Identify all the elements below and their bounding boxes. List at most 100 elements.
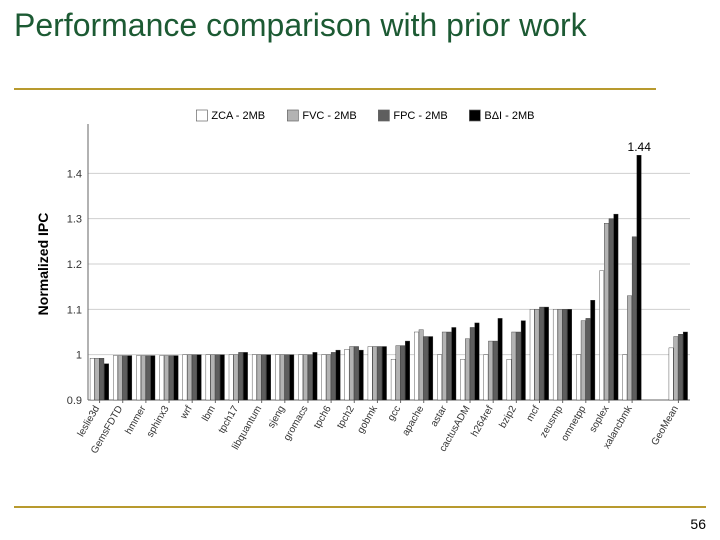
bar xyxy=(484,355,488,400)
bar xyxy=(298,355,302,400)
bar xyxy=(373,347,377,400)
bar xyxy=(632,237,636,400)
bar xyxy=(354,347,358,400)
x-category-label: lbm xyxy=(200,404,218,423)
x-category-label: sjeng xyxy=(266,404,287,430)
bar xyxy=(405,341,409,400)
bar xyxy=(336,350,340,400)
svg-text:0.9: 0.9 xyxy=(67,395,82,407)
x-category-label: gcc xyxy=(386,404,403,423)
bar xyxy=(104,364,108,400)
bar xyxy=(113,356,117,400)
x-category-label: sphinx3 xyxy=(145,404,172,440)
bar xyxy=(368,347,372,400)
bar xyxy=(262,355,266,400)
bar xyxy=(141,356,145,400)
bar xyxy=(488,341,492,400)
bar xyxy=(331,352,335,400)
bar xyxy=(683,332,687,400)
bar xyxy=(669,348,673,400)
bar xyxy=(350,347,354,400)
bar xyxy=(359,350,363,400)
bar xyxy=(461,359,465,400)
bar xyxy=(623,355,627,400)
bar xyxy=(401,346,405,400)
bar xyxy=(563,309,567,400)
x-category-label: mcf xyxy=(525,404,543,424)
bar xyxy=(169,356,173,400)
x-category-label: GeoMean xyxy=(650,404,681,448)
bar xyxy=(326,355,330,400)
svg-text:Normalized IPC: Normalized IPC xyxy=(35,213,51,316)
chart-container: 0.911.11.21.31.4Normalized IPCleslie3dGe… xyxy=(30,98,700,480)
legend-label: FPC - 2MB xyxy=(393,110,447,122)
x-category-label: soplex xyxy=(588,404,612,435)
x-category-label: h264ref xyxy=(469,404,496,439)
svg-text:1.3: 1.3 xyxy=(67,214,82,226)
bar xyxy=(604,223,608,400)
bar xyxy=(442,332,446,400)
bar xyxy=(465,339,469,400)
bar xyxy=(275,355,279,400)
bar xyxy=(637,155,641,400)
svg-text:1.4: 1.4 xyxy=(67,168,82,180)
x-category-label: tpch17 xyxy=(217,404,242,436)
bar xyxy=(424,337,428,400)
x-category-label: wrf xyxy=(178,404,195,422)
bar xyxy=(123,356,127,400)
svg-text:1.1: 1.1 xyxy=(67,304,82,316)
bar xyxy=(164,356,168,400)
bar xyxy=(581,321,585,400)
bar xyxy=(576,355,580,400)
slide-title: Performance comparison with prior work xyxy=(14,8,706,48)
bar xyxy=(303,355,307,400)
bar xyxy=(95,358,99,400)
footer-rule xyxy=(14,506,706,508)
bar xyxy=(187,355,191,400)
bar xyxy=(674,337,678,400)
bar xyxy=(558,309,562,400)
legend-swatch xyxy=(469,110,480,121)
bar xyxy=(678,334,682,400)
bar xyxy=(452,327,456,400)
bar xyxy=(498,318,502,400)
bar xyxy=(470,327,474,400)
bar xyxy=(100,358,104,400)
bar xyxy=(290,355,294,400)
x-category-label: apache xyxy=(400,404,426,438)
bar xyxy=(206,355,210,400)
bar xyxy=(567,309,571,400)
bar-chart: 0.911.11.21.31.4Normalized IPCleslie3dGe… xyxy=(30,98,700,480)
title-underline xyxy=(14,88,656,90)
bar xyxy=(609,219,613,400)
bar xyxy=(183,355,187,400)
bar xyxy=(591,300,595,400)
bar xyxy=(553,309,557,400)
bar xyxy=(493,341,497,400)
bar xyxy=(197,355,201,400)
bar-annotation: 1.44 xyxy=(628,140,652,154)
bar xyxy=(239,352,243,400)
bar xyxy=(118,356,122,400)
bar xyxy=(614,214,618,400)
x-category-label: hmmer xyxy=(123,403,148,436)
bar xyxy=(234,355,238,400)
bar xyxy=(308,355,312,400)
bar xyxy=(127,356,131,400)
bar xyxy=(160,356,164,400)
bar xyxy=(391,359,395,400)
bar xyxy=(174,356,178,400)
legend-label: FVC - 2MB xyxy=(302,110,356,122)
bar xyxy=(396,346,400,400)
svg-text:1.2: 1.2 xyxy=(67,259,82,271)
x-category-label: tpch2 xyxy=(335,404,357,431)
svg-text:1: 1 xyxy=(76,350,82,362)
bar xyxy=(285,355,289,400)
bar xyxy=(151,356,155,400)
x-category-label: astar xyxy=(429,403,450,428)
legend-swatch xyxy=(378,110,389,121)
bar xyxy=(229,355,233,400)
bar xyxy=(136,356,140,400)
bar xyxy=(215,355,219,400)
bar xyxy=(540,307,544,400)
